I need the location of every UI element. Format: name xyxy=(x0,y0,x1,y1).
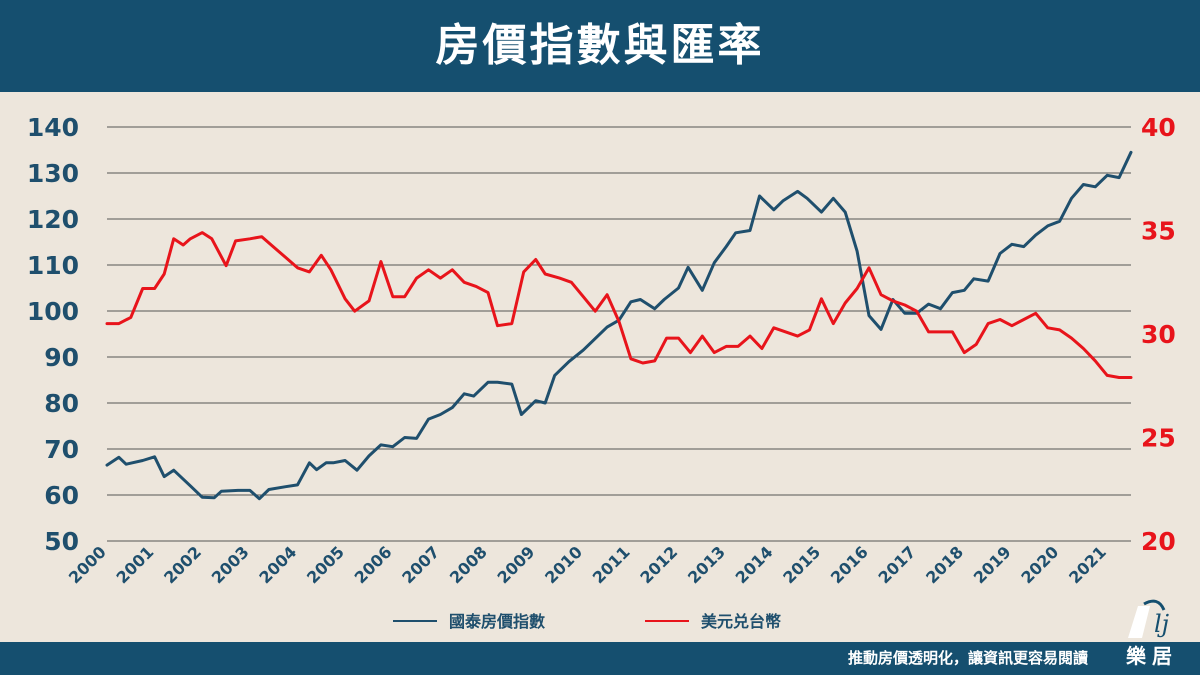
x-tick-label: 2016 xyxy=(827,542,872,587)
y-right-tick-label: 20 xyxy=(1141,527,1176,556)
y-axis-right: 20 25 30 35 40 xyxy=(1141,113,1176,556)
x-tick-label: 2015 xyxy=(779,542,824,587)
x-tick-label: 2020 xyxy=(1017,542,1062,587)
footer-slogan: 推動房價透明化，讓資訊更容易閱讀 xyxy=(847,649,1088,667)
x-tick-label: 2021 xyxy=(1065,542,1110,587)
y-left-tick-label: 110 xyxy=(27,251,79,280)
x-tick-label: 2006 xyxy=(351,542,396,587)
footer-bar: 推動房價透明化，讓資訊更容易閱讀 xyxy=(0,642,1200,675)
x-tick-label: 2010 xyxy=(541,542,586,587)
x-tick-label: 2002 xyxy=(160,542,205,587)
y-left-tick-label: 130 xyxy=(27,159,79,188)
y-left-tick-label: 100 xyxy=(27,297,79,326)
x-tick-label: 2003 xyxy=(208,542,253,587)
x-tick-label: 2017 xyxy=(875,542,920,587)
chart-legend: 國泰房價指數 美元兑台幣 xyxy=(393,612,781,631)
y-left-tick-label: 90 xyxy=(44,343,79,372)
svg-text:lj: lj xyxy=(1154,610,1170,638)
y-left-tick-label: 140 xyxy=(27,113,79,142)
y-right-tick-label: 25 xyxy=(1141,424,1176,453)
y-right-tick-label: 40 xyxy=(1141,113,1176,142)
x-tick-label: 2012 xyxy=(636,542,681,587)
x-tick-label: 2011 xyxy=(589,542,634,587)
x-tick-label: 2008 xyxy=(446,542,491,587)
line-chart: 50 60 70 80 90 100 110 120 130 140 20 25 30 35 40 200… xyxy=(27,113,1176,631)
y-left-tick-label: 120 xyxy=(27,205,79,234)
x-tick-label: 2004 xyxy=(255,542,300,587)
legend-label-index: 國泰房價指數 xyxy=(449,612,545,631)
x-tick-label: 2009 xyxy=(494,542,539,587)
x-tick-label: 2014 xyxy=(732,542,777,587)
chart-series xyxy=(105,150,1133,501)
rakuyu-logo-icon: lj xyxy=(1128,599,1170,638)
x-axis: 2000 2001 2002 2003 2004 2005 2006 2007 2008 2009… xyxy=(65,542,1110,587)
y-right-tick-label: 35 xyxy=(1141,217,1176,246)
page-title: 房價指數與匯率 xyxy=(435,20,765,71)
x-tick-label: 2019 xyxy=(970,542,1015,587)
series-line-house-index xyxy=(105,150,1133,501)
y-left-tick-label: 50 xyxy=(44,527,79,556)
y-left-tick-label: 70 xyxy=(44,435,79,464)
header-bar: 房價指數與匯率 xyxy=(0,0,1200,92)
y-left-tick-label: 60 xyxy=(44,481,79,510)
x-tick-label: 2001 xyxy=(113,542,158,587)
y-axis-left: 50 60 70 80 90 100 110 120 130 140 xyxy=(27,113,79,556)
y-left-tick-label: 80 xyxy=(44,389,79,418)
logo-text: 樂居 xyxy=(1126,644,1178,668)
x-tick-label: 2007 xyxy=(398,542,443,587)
legend-label-fx: 美元兑台幣 xyxy=(701,612,781,631)
x-tick-label: 2018 xyxy=(922,542,967,587)
series-line-usd-twd xyxy=(105,231,1133,379)
chart-grid xyxy=(107,126,1131,542)
x-tick-label: 2013 xyxy=(684,542,729,587)
x-tick-label: 2005 xyxy=(303,542,348,587)
y-right-tick-label: 30 xyxy=(1141,320,1176,349)
